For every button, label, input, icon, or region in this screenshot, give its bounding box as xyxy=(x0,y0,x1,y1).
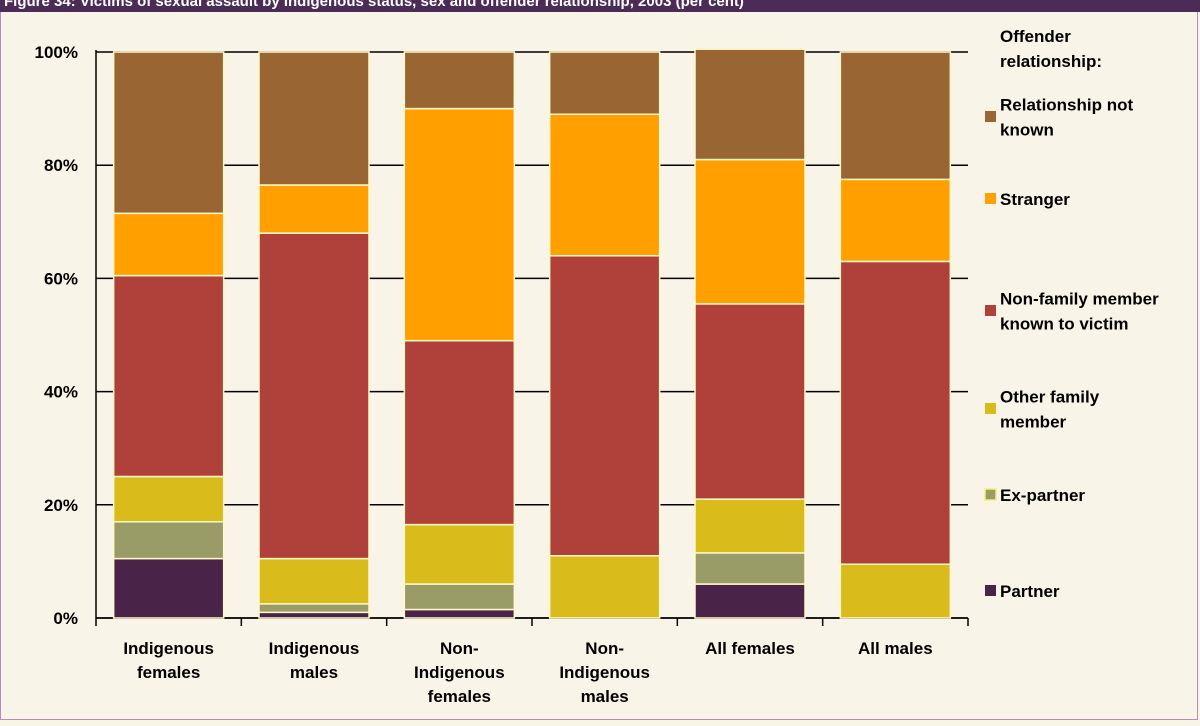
bar-segment-non-family-member-known-to-victim xyxy=(839,260,952,565)
bar-segment-other-family-member xyxy=(548,554,661,619)
bar-segment-relationship-not-known xyxy=(694,48,806,161)
bar-segment-other-family-member xyxy=(403,523,516,585)
legend-label: Relationship not known xyxy=(1000,96,1134,140)
bar-segment-ex-partner xyxy=(403,583,516,611)
bar-segment-stranger xyxy=(258,184,370,234)
legend-label: Ex-partner xyxy=(1000,486,1085,505)
bar-segment-non-family-member-known-to-victim xyxy=(548,255,661,557)
x-category-label: All females xyxy=(705,639,795,658)
legend-label: Non-family member known to victim xyxy=(1000,290,1159,334)
bar-segment-partner xyxy=(403,608,516,619)
legend-label: Stranger xyxy=(1000,190,1070,209)
figure-title-bar: Figure 34: Victims of sexual assault by … xyxy=(0,0,1200,12)
bar-segment-other-family-member xyxy=(694,498,806,554)
legend-swatch xyxy=(985,403,996,414)
bar-segment-other-family-member xyxy=(258,557,370,605)
y-tick-label: 40% xyxy=(44,383,78,402)
bar-segment-relationship-not-known xyxy=(403,51,516,110)
bar-segment-stranger xyxy=(694,158,806,305)
figure-title: Figure 34: Victims of sexual assault by … xyxy=(4,0,744,10)
x-category-label: Non-Indigenous females xyxy=(414,639,505,706)
bar-segment-partner xyxy=(258,611,370,619)
y-tick-label: 100% xyxy=(35,43,78,62)
bar-segment-relationship-not-known xyxy=(548,51,661,116)
bar-segment-other-family-member xyxy=(839,563,952,619)
legend-label: Partner xyxy=(1000,582,1060,601)
legend-title: Offender relationship: xyxy=(1000,27,1102,71)
bar-segment-partner xyxy=(112,557,225,619)
legend-swatch xyxy=(985,193,996,204)
x-category-label: Non-Indigenous males xyxy=(559,639,650,706)
bar-segment-ex-partner xyxy=(258,603,370,614)
bar-segment-ex-partner xyxy=(112,521,225,560)
legend-swatch xyxy=(985,585,996,596)
bar-segment-partner xyxy=(694,583,806,619)
bar-segment-relationship-not-known xyxy=(258,51,370,186)
bar-segment-stranger xyxy=(112,212,225,277)
bar-segment-relationship-not-known xyxy=(112,51,225,215)
x-category-label: Indigenous males xyxy=(269,639,360,682)
legend-swatch xyxy=(985,305,996,316)
y-tick-label: 60% xyxy=(44,269,78,288)
bar-segment-other-family-member xyxy=(112,475,225,523)
bar-segment-stranger xyxy=(403,107,516,342)
bar-segment-non-family-member-known-to-victim xyxy=(403,339,516,526)
y-tick-label: 20% xyxy=(44,496,78,515)
figure-frame xyxy=(0,12,1198,720)
bar-segment-stranger xyxy=(839,178,952,263)
legend-label: Other family member xyxy=(1000,388,1100,432)
bar-segment-non-family-member-known-to-victim xyxy=(112,274,225,478)
bar-segment-relationship-not-known xyxy=(839,51,952,181)
legend-swatch xyxy=(984,488,997,501)
x-category-label: All males xyxy=(858,639,933,658)
bar-segment-non-family-member-known-to-victim xyxy=(258,232,370,560)
bar-segment-stranger xyxy=(548,113,661,257)
y-tick-label: 0% xyxy=(53,609,78,628)
y-tick-label: 80% xyxy=(44,156,78,175)
legend-swatch xyxy=(985,111,996,122)
x-category-label: Indigenous females xyxy=(123,639,214,682)
bar-segment-non-family-member-known-to-victim xyxy=(694,303,806,500)
bar-segment-ex-partner xyxy=(694,552,806,585)
